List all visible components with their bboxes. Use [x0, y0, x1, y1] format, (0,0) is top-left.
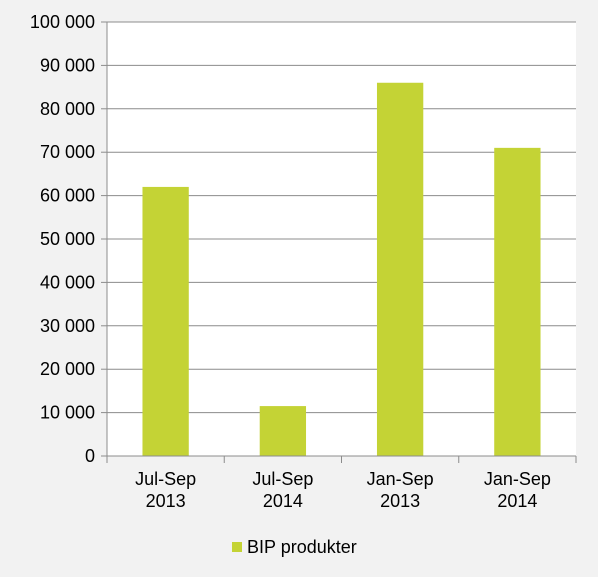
y-tick-label: 40 000 [40, 272, 95, 292]
y-tick-label: 20 000 [40, 359, 95, 379]
y-axis: 0 10 000 20 000 30 000 40 000 50 000 60 000 70 … [30, 12, 108, 466]
y-tick-label: 70 000 [40, 142, 95, 162]
bar [494, 147, 541, 457]
y-tick-label: 10 000 [40, 403, 95, 423]
y-tick-label: 30 000 [40, 316, 95, 336]
x-tick-label: Jan-Sep [367, 469, 434, 489]
bar [142, 186, 189, 457]
bars [142, 82, 541, 457]
x-tick-label: 2013 [146, 491, 186, 511]
legend-label: BIP produkter [247, 537, 357, 557]
y-tick-label: 90 000 [40, 55, 95, 75]
bar [259, 406, 307, 456]
legend-swatch [232, 542, 242, 552]
x-tick-label: Jan-Sep [484, 469, 551, 489]
y-tick-label: 100 000 [30, 12, 95, 32]
x-axis: Jul-Sep2013Jul-Sep2014Jan-Sep2013Jan-Sep… [106, 455, 577, 511]
x-tick-label: Jul-Sep [135, 469, 196, 489]
x-tick-label: Jul-Sep [252, 469, 313, 489]
x-tick-label: 2014 [263, 491, 303, 511]
x-tick-label: 2014 [497, 491, 537, 511]
x-tick-label: 2013 [380, 491, 420, 511]
y-tick-label: 50 000 [40, 229, 95, 249]
legend: BIP produkter [232, 537, 357, 557]
bar [376, 82, 424, 456]
y-tick-label: 80 000 [40, 99, 95, 119]
y-tick-label: 60 000 [40, 186, 95, 206]
y-tick-label: 0 [85, 446, 95, 466]
